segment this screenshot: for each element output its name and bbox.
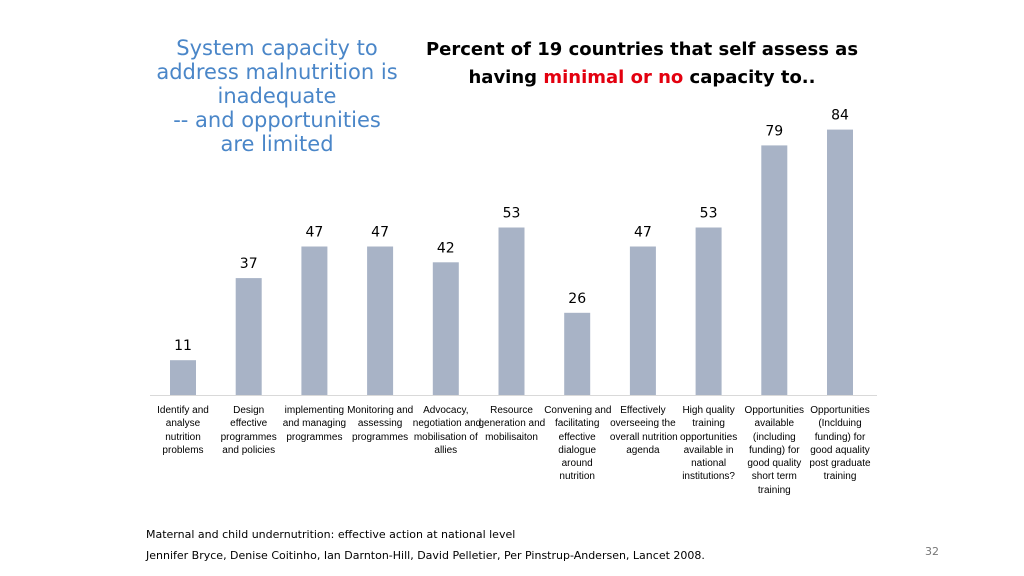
footer-source-authors: Jennifer Bryce, Denise Coitinho, Ian Dar… <box>146 549 705 562</box>
chart-title: Percent of 19 countries that self assess… <box>420 36 864 92</box>
footer-source-title: Maternal and child undernutrition: effec… <box>146 528 516 541</box>
category-label-line: Convening and <box>544 405 612 416</box>
category-label-line: available in <box>683 444 734 456</box>
category-label-line: opportunities <box>679 431 738 443</box>
chart-title-prefix: having <box>468 67 544 88</box>
category-label-line: funding) for <box>749 444 800 456</box>
bar <box>827 129 853 395</box>
category-label-line: available <box>754 418 795 430</box>
data-label: 47 <box>305 225 323 241</box>
category-label: Opportunities available (including funding)… <box>741 404 807 497</box>
category-label: Opportunities (Inclduing funding) for good … <box>807 404 873 484</box>
category-label-line: nutrition <box>559 471 595 483</box>
bar <box>761 145 788 395</box>
category-label: Convening and facilitating effective dialog… <box>544 404 612 484</box>
category-label-line: training <box>823 471 857 483</box>
category-label-line: Monitoring and <box>347 405 414 416</box>
category-label-line: national <box>691 458 727 470</box>
bar <box>367 246 394 395</box>
category-label: implementing and managing programmes <box>281 404 347 444</box>
data-label: 26 <box>568 291 586 307</box>
side-title-line: inadequate <box>217 84 337 108</box>
category-label-line: (including <box>752 431 796 443</box>
category-label-line: effective <box>558 431 596 443</box>
category-label-line: nutrition <box>165 431 201 443</box>
side-title-line: -- and opportunities <box>173 108 381 132</box>
data-label: 53 <box>700 206 718 222</box>
chart-title-line-1: Percent of 19 countries that self assess… <box>425 39 859 60</box>
data-label: 84 <box>831 108 849 124</box>
category-label-line: negotiation and <box>412 418 482 430</box>
data-label: 79 <box>765 123 783 139</box>
category-label-line: assessing <box>357 418 403 430</box>
category-label-line: post graduate <box>809 458 871 470</box>
data-label: 11 <box>174 338 192 354</box>
data-label: 37 <box>240 256 258 272</box>
category-label-line: (Inclduing <box>818 418 862 430</box>
category-label: Design effective programmes and policies <box>216 404 282 457</box>
category-label-line: analyse <box>165 418 201 430</box>
category-label: Advocacy, negotiation and mobilisation of a… <box>412 404 482 457</box>
side-title-line: System capacity to <box>176 36 378 60</box>
category-label: Identify and analyse nutrition problems <box>150 404 216 457</box>
category-label-line: implementing <box>284 405 345 416</box>
bar <box>498 227 525 395</box>
category-label-line: training <box>692 418 725 430</box>
bar <box>170 360 196 395</box>
category-label-line: programmes <box>352 431 409 443</box>
category-label-line: effective <box>230 418 268 430</box>
page-number: 32 <box>925 545 939 558</box>
category-label-line: Design <box>233 405 265 416</box>
data-label: 42 <box>437 240 455 256</box>
category-label-line: problems <box>162 444 204 456</box>
chart-title-suffix: capacity to.. <box>683 67 816 88</box>
category-label-line: Resource <box>490 405 533 416</box>
category-label-line: Effectively <box>620 405 666 416</box>
category-label-line: allies <box>434 444 458 456</box>
category-label-line: funding) for <box>814 431 866 443</box>
chart-title-highlight: minimal or no <box>543 67 684 88</box>
category-label-line: overall nutrition <box>609 431 678 443</box>
bar <box>235 278 262 395</box>
category-label-line: Advocacy, <box>423 405 469 416</box>
side-title-line: are limited <box>220 132 334 156</box>
category-label-line: High quality <box>682 405 735 416</box>
category-label-line: and policies <box>222 444 276 456</box>
category-label-line: training <box>757 484 791 496</box>
category-label-line: Opportunities <box>744 405 805 416</box>
data-label: 47 <box>371 225 389 241</box>
category-label-line: Opportunities <box>810 405 870 416</box>
category-label: Effectively overseeing the overall nutriti… <box>609 404 678 457</box>
bar <box>695 227 722 395</box>
category-label-line: short term <box>751 471 797 483</box>
side-title: System capacity to address malnutrition … <box>150 36 404 156</box>
category-label-line: institutions? <box>682 471 735 483</box>
category-label-line: good aquality <box>810 444 870 456</box>
category-label-line: generation and <box>478 418 546 430</box>
category-label-line: overseeing the <box>610 418 676 430</box>
category-label: Resource generation and mobilisaiton <box>478 404 546 444</box>
bar <box>629 246 656 395</box>
side-title-line: address malnutrition is <box>156 60 398 84</box>
category-label-line: and managing <box>282 418 347 430</box>
bar <box>564 312 591 395</box>
category-label-line: good quality <box>747 458 802 470</box>
category-label-line: mobilisaiton <box>485 431 538 443</box>
category-label: Monitoring and assessing programmes <box>347 404 413 444</box>
category-label-line: agenda <box>626 444 660 456</box>
data-label: 47 <box>634 225 652 241</box>
category-label-line: programmes <box>220 431 277 443</box>
category-label-line: programmes <box>286 431 343 443</box>
bar <box>301 246 328 395</box>
bar <box>432 262 459 395</box>
category-label-line: Identify and <box>157 405 209 416</box>
category-label-line: dialogue <box>558 444 597 456</box>
category-label-line: mobilisation of <box>413 431 478 443</box>
category-label: High quality training opportunities availab… <box>676 404 742 484</box>
data-label: 53 <box>503 206 521 222</box>
category-label-line: around <box>561 458 593 470</box>
category-label-line: facilitating <box>554 418 600 430</box>
chart-title-line-2: having minimal or no capacity to.. <box>420 64 864 92</box>
